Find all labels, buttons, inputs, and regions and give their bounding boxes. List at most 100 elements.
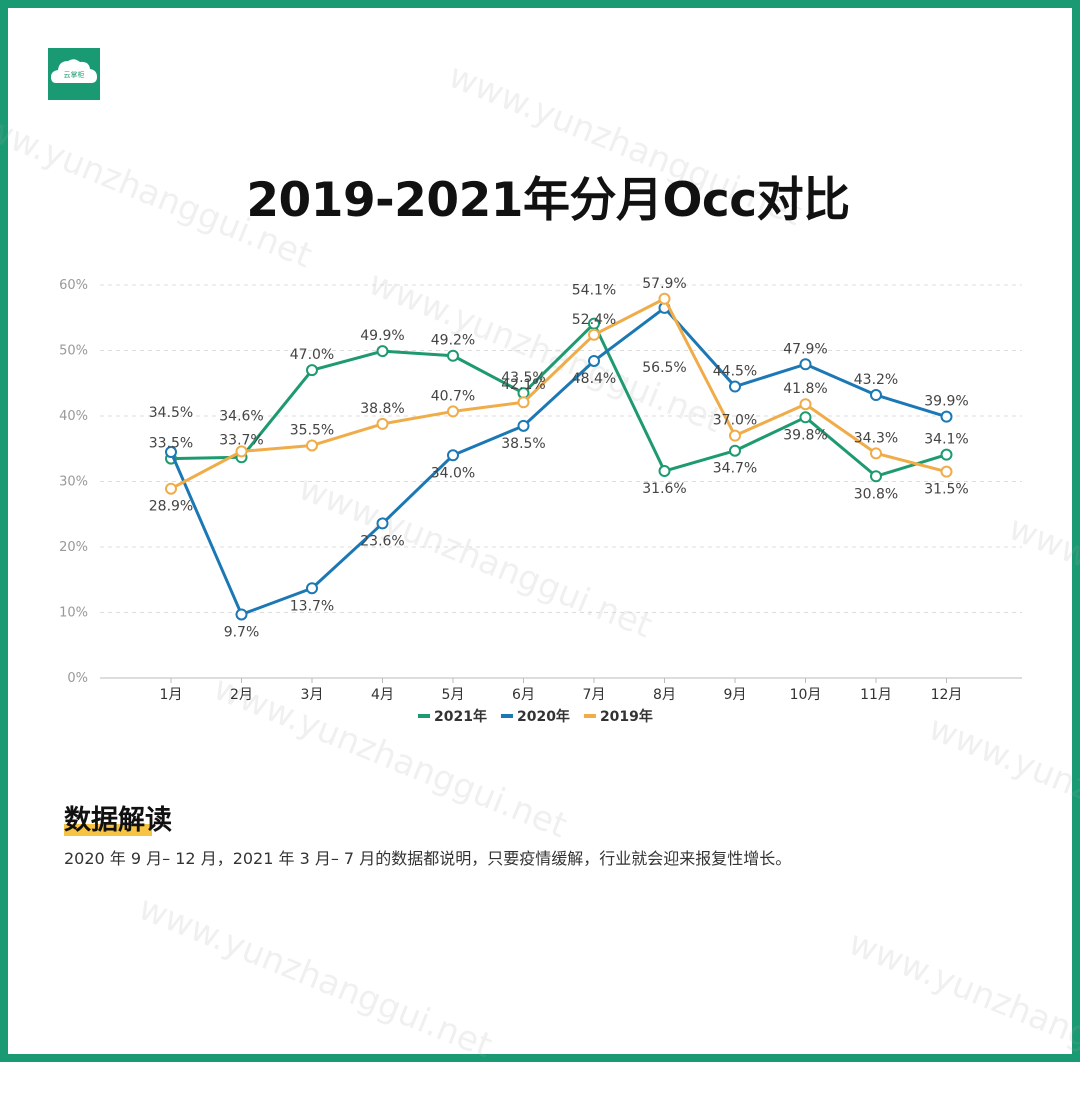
data-point — [235, 445, 248, 458]
data-point — [940, 448, 953, 461]
data-label: 33.7% — [219, 432, 263, 448]
data-point — [235, 608, 248, 621]
data-point — [588, 317, 600, 330]
y-tick-label: 50% — [59, 344, 88, 359]
data-label: 41.8% — [783, 381, 827, 397]
data-point — [588, 328, 600, 341]
watermark: www.yunzhanggui.net — [133, 888, 498, 1067]
data-label: 34.6% — [219, 408, 263, 424]
data-label: 43.2% — [854, 372, 898, 388]
watermark: www.yunzhanggui.net — [843, 923, 1080, 1101]
data-point — [165, 482, 177, 495]
data-point — [376, 517, 389, 530]
data-label: 38.8% — [360, 401, 404, 417]
data-point — [658, 292, 671, 305]
data-label: 57.9% — [642, 276, 686, 292]
y-tick-label: 10% — [59, 606, 88, 621]
data-point — [799, 411, 812, 424]
data-label: 44.5% — [713, 364, 757, 380]
data-point — [376, 345, 389, 358]
y-tick-label: 20% — [59, 540, 88, 555]
data-label: 47.0% — [290, 347, 334, 363]
data-point — [447, 349, 459, 362]
data-label: 40.7% — [431, 388, 475, 404]
data-label: 48.4% — [572, 371, 616, 387]
section-title: 数据解读 — [64, 798, 172, 837]
x-tick-label: 5月 — [442, 687, 465, 703]
brand-logo: 云掌柜 — [48, 48, 100, 100]
section-title-text: 数据解读 — [64, 805, 172, 836]
data-point — [306, 439, 318, 452]
data-point — [870, 389, 882, 402]
y-tick-label: 40% — [59, 409, 88, 424]
data-label: 9.7% — [224, 624, 260, 640]
data-point — [799, 358, 812, 371]
data-label: 49.2% — [431, 333, 475, 349]
data-label: 13.7% — [290, 598, 334, 614]
x-tick-label: 2月 — [230, 687, 253, 703]
series-line — [170, 297, 947, 491]
page-title: 2019-2021年分月Occ对比 — [246, 173, 850, 228]
legend-label: 2019年 — [600, 708, 653, 725]
data-point — [729, 429, 741, 442]
y-tick-label: 60% — [59, 278, 88, 293]
x-tick-label: 4月 — [371, 687, 394, 703]
data-point — [658, 465, 671, 478]
cloud-icon — [51, 59, 97, 83]
data-label: 34.5% — [149, 405, 193, 421]
data-label: 47.9% — [783, 341, 827, 357]
data-label: 42.1% — [501, 377, 545, 393]
data-label: 39.9% — [924, 394, 968, 410]
data-point — [940, 465, 953, 478]
x-tick-label: 3月 — [301, 687, 324, 703]
data-label: 33.5% — [149, 436, 193, 452]
data-label: 34.3% — [854, 430, 898, 446]
x-tick-label: 8月 — [653, 687, 676, 703]
data-point — [165, 446, 177, 459]
x-tick-label: 1月 — [160, 687, 183, 703]
data-point — [447, 405, 459, 418]
data-label: 49.9% — [360, 328, 404, 344]
data-label: 31.6% — [642, 481, 686, 497]
data-label: 54.1% — [572, 283, 616, 299]
data-label: 34.7% — [713, 461, 757, 477]
data-point — [870, 470, 882, 483]
section-body: 2020 年 9 月– 12 月，2021 年 3 月– 7 月的数据都说明，只… — [64, 849, 792, 868]
data-point — [376, 417, 389, 430]
legend-label: 2021年 — [434, 708, 487, 725]
x-tick-label: 7月 — [583, 687, 606, 703]
data-label: 31.5% — [924, 482, 968, 498]
x-tick-label: 12月 — [931, 687, 963, 703]
data-point — [940, 410, 953, 423]
x-tick-label: 6月 — [512, 687, 535, 703]
data-point — [870, 447, 882, 460]
data-point — [517, 419, 530, 432]
data-label: 43.5% — [501, 370, 545, 386]
data-label: 38.5% — [501, 436, 545, 452]
data-point — [729, 444, 741, 457]
series-line — [169, 306, 947, 616]
data-label: 30.8% — [854, 486, 898, 502]
data-label: 35.5% — [290, 422, 334, 438]
data-point — [729, 380, 741, 393]
data-point — [306, 582, 318, 595]
x-tick-label: 10月 — [790, 687, 822, 703]
data-label: 52.4% — [572, 312, 616, 328]
legend-label: 2020年 — [517, 708, 570, 725]
data-label: 23.6% — [360, 533, 404, 549]
x-tick-label: 9月 — [724, 687, 747, 703]
y-tick-label: 0% — [67, 671, 88, 686]
title-highlight — [64, 824, 152, 836]
x-tick-label: 11月 — [860, 687, 892, 703]
occ-line-chart: 0% 10% 20% 30% 40% 50% 60% 1月 2月 3月 4月 5月 6月 7月 8月 9月 10… — [59, 276, 1022, 725]
data-label: 28.9% — [149, 499, 193, 515]
data-point — [306, 364, 318, 377]
data-label: 39.8% — [783, 427, 827, 443]
data-label: 56.5% — [642, 360, 686, 376]
data-point — [517, 396, 530, 409]
data-label: 34.0% — [431, 465, 475, 481]
series-line — [170, 322, 947, 478]
data-label: 34.1% — [924, 432, 968, 448]
data-point — [447, 449, 459, 462]
